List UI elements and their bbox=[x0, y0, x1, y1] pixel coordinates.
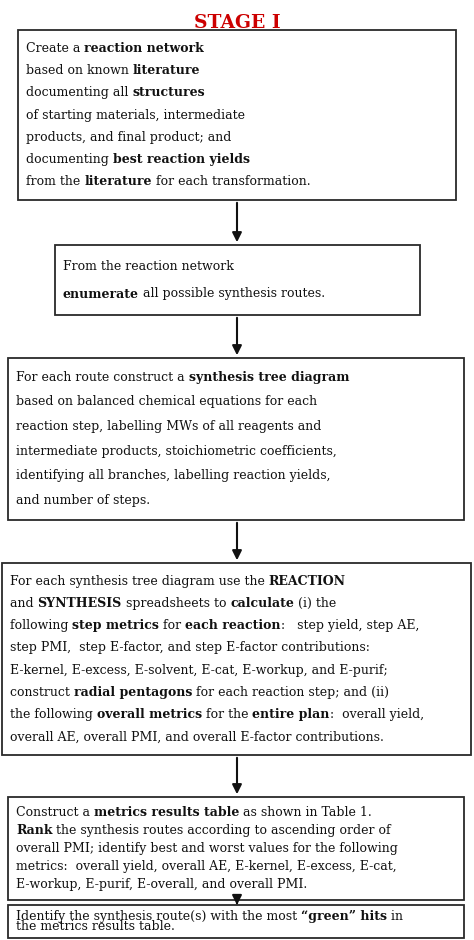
Bar bbox=[8, 358, 464, 520]
Text: based on balanced chemical equations for each: based on balanced chemical equations for… bbox=[16, 396, 317, 409]
Text: and: and bbox=[10, 597, 37, 610]
Text: literature: literature bbox=[84, 176, 152, 188]
Text: calculate: calculate bbox=[230, 597, 294, 610]
Bar bbox=[18, 30, 456, 200]
Bar bbox=[8, 905, 464, 938]
Text: best reaction yields: best reaction yields bbox=[113, 153, 250, 166]
Text: step PMI,  step E-factor, and step E-factor contributions:: step PMI, step E-factor, and step E-fact… bbox=[10, 641, 370, 654]
Text: for: for bbox=[159, 619, 185, 632]
Text: the synthesis routes according to ascending order of: the synthesis routes according to ascend… bbox=[53, 824, 391, 838]
Text: E-kernel, E-excess, E-solvent, E-cat, E-workup, and E-purif;: E-kernel, E-excess, E-solvent, E-cat, E-… bbox=[10, 664, 388, 677]
Bar bbox=[8, 797, 464, 900]
Text: “green” hits: “green” hits bbox=[301, 910, 387, 923]
Text: from the: from the bbox=[26, 176, 84, 188]
Text: For each route construct a: For each route construct a bbox=[16, 371, 189, 384]
Text: for each transformation.: for each transformation. bbox=[152, 176, 310, 188]
Text: REACTION: REACTION bbox=[269, 574, 346, 588]
Text: each reaction: each reaction bbox=[185, 619, 281, 632]
Text: step metrics: step metrics bbox=[73, 619, 159, 632]
Text: enumerate: enumerate bbox=[63, 288, 139, 301]
Text: the metrics results table.: the metrics results table. bbox=[16, 919, 175, 932]
Text: SYNTHESIS: SYNTHESIS bbox=[37, 597, 122, 610]
Text: E-workup, E-purif, E-overall, and overall PMI.: E-workup, E-purif, E-overall, and overal… bbox=[16, 878, 307, 890]
Text: From the reaction network: From the reaction network bbox=[63, 259, 234, 273]
Text: based on known: based on known bbox=[26, 64, 133, 77]
Text: for the: for the bbox=[202, 708, 253, 721]
Text: literature: literature bbox=[133, 64, 201, 77]
Text: spreadsheets to: spreadsheets to bbox=[122, 597, 230, 610]
Text: STAGE I: STAGE I bbox=[194, 14, 280, 32]
Text: (i) the: (i) the bbox=[294, 597, 337, 610]
Text: products, and final product; and: products, and final product; and bbox=[26, 131, 231, 144]
Text: intermediate products, stoichiometric coefficients,: intermediate products, stoichiometric co… bbox=[16, 445, 337, 458]
Text: construct: construct bbox=[10, 686, 74, 698]
Text: entire plan: entire plan bbox=[253, 708, 330, 721]
Text: all possible synthesis routes.: all possible synthesis routes. bbox=[139, 288, 325, 301]
Text: :  overall yield,: : overall yield, bbox=[330, 708, 424, 721]
Text: radial pentagons: radial pentagons bbox=[74, 686, 192, 698]
Text: reaction step, labelling MWs of all reagents and: reaction step, labelling MWs of all reag… bbox=[16, 420, 321, 433]
Text: Create a: Create a bbox=[26, 41, 84, 55]
Text: for each reaction step; and (ii): for each reaction step; and (ii) bbox=[192, 686, 389, 698]
Text: structures: structures bbox=[132, 86, 205, 100]
Text: metrics:  overall yield, overall AE, E-kernel, E-excess, E-cat,: metrics: overall yield, overall AE, E-ke… bbox=[16, 860, 397, 873]
Text: the following: the following bbox=[10, 708, 97, 721]
Bar bbox=[2, 563, 471, 755]
Text: overall metrics: overall metrics bbox=[97, 708, 202, 721]
Text: Construct a: Construct a bbox=[16, 807, 94, 820]
Text: documenting all: documenting all bbox=[26, 86, 132, 100]
Text: documenting: documenting bbox=[26, 153, 113, 166]
Text: overall AE, overall PMI, and overall E-factor contributions.: overall AE, overall PMI, and overall E-f… bbox=[10, 730, 384, 744]
Text: overall PMI; identify best and worst values for the following: overall PMI; identify best and worst val… bbox=[16, 842, 398, 855]
Text: For each synthesis tree diagram use the: For each synthesis tree diagram use the bbox=[10, 574, 269, 588]
Text: reaction network: reaction network bbox=[84, 41, 204, 55]
Text: Rank: Rank bbox=[16, 824, 53, 838]
Bar bbox=[55, 245, 420, 315]
Text: Identify the synthesis route(s) with the most: Identify the synthesis route(s) with the… bbox=[16, 910, 301, 923]
Text: following: following bbox=[10, 619, 73, 632]
Text: synthesis tree diagram: synthesis tree diagram bbox=[189, 371, 349, 384]
Text: and number of steps.: and number of steps. bbox=[16, 494, 150, 508]
Text: :   step yield, step AE,: : step yield, step AE, bbox=[281, 619, 419, 632]
Text: as shown in Table 1.: as shown in Table 1. bbox=[239, 807, 372, 820]
Text: identifying all branches, labelling reaction yields,: identifying all branches, labelling reac… bbox=[16, 469, 330, 482]
Text: in: in bbox=[387, 910, 403, 923]
Text: of starting materials, intermediate: of starting materials, intermediate bbox=[26, 108, 245, 121]
Text: metrics results table: metrics results table bbox=[94, 807, 239, 820]
